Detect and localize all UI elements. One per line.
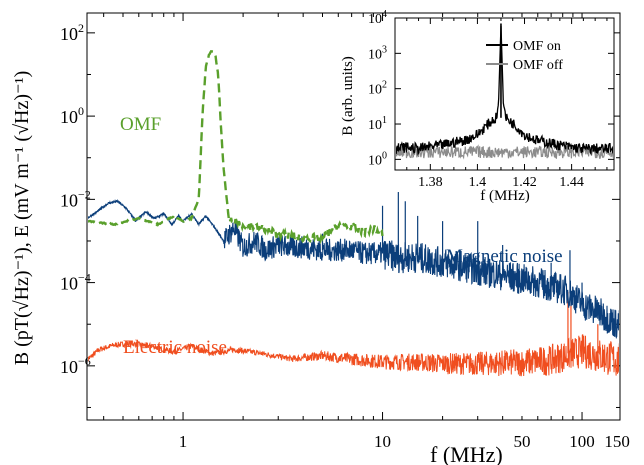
main-xtick-label: 100 xyxy=(569,432,595,451)
legend-label-omf-on: OMF on xyxy=(513,39,561,54)
annotation-magnetic-noise: Magnetic noise xyxy=(446,246,563,267)
main-ytick-label: 10−6 xyxy=(60,354,91,377)
main-grid-ticks xyxy=(87,13,620,420)
main-xtick-label: 10 xyxy=(374,432,391,451)
inset-ytick-label: 101 xyxy=(368,115,387,133)
inset-ytick-label: 104 xyxy=(368,9,387,27)
main-series-layer xyxy=(88,50,619,377)
main-xtick-label: 1 xyxy=(179,432,188,451)
legend-label-omf-off: OMF off xyxy=(513,58,563,73)
omf-on-line xyxy=(396,25,613,156)
inset-xtick-label: 1.44 xyxy=(559,175,584,190)
inset-series-layer xyxy=(396,23,613,160)
annotation-omf: OMF xyxy=(120,114,161,135)
inset-plot-frame xyxy=(394,17,615,171)
inset-ticks xyxy=(395,17,614,170)
inset-xtick-labels: 1.38 1.4 1.42 1.44 xyxy=(418,175,584,190)
main-ytick-labels: 10−6 10−4 10−2 100 102 xyxy=(60,21,91,377)
main-y-axis-label: B (pT(√Hz)⁻¹), E (mV m⁻¹ (√Hz)⁻¹) xyxy=(11,71,33,366)
magnetic-noise-line xyxy=(88,199,619,340)
main-ytick-label: 10−2 xyxy=(60,187,91,210)
electric-noise-line xyxy=(88,334,619,377)
main-ytick-label: 100 xyxy=(60,104,84,127)
annotation-electric-noise: Electric noise xyxy=(123,337,227,358)
inset-ytick-label: 102 xyxy=(368,80,387,98)
inset-y-axis-label: B (arb. units) xyxy=(340,56,356,136)
omf-line xyxy=(88,50,384,245)
inset-xtick-label: 1.42 xyxy=(512,175,537,190)
main-plot-frame xyxy=(86,12,621,421)
inset-ytick-label: 103 xyxy=(368,44,387,62)
main-xtick-labels: 1 10 50 100 150 xyxy=(179,432,630,451)
main-xtick-label: 150 xyxy=(604,432,630,451)
main-ytick-label: 102 xyxy=(60,21,84,44)
inset-xtick-label: 1.4 xyxy=(469,175,487,190)
inset-x-axis-label: f (MHz) xyxy=(480,188,530,204)
inset-xtick-label: 1.38 xyxy=(418,175,443,190)
inset-ytick-label: 100 xyxy=(368,150,387,168)
main-ytick-label: 10−4 xyxy=(60,271,91,294)
main-x-axis-label: f (MHz) xyxy=(430,442,503,465)
main-xtick-label: 50 xyxy=(513,432,530,451)
inset-ytick-labels: 100 101 102 103 104 xyxy=(368,9,387,168)
